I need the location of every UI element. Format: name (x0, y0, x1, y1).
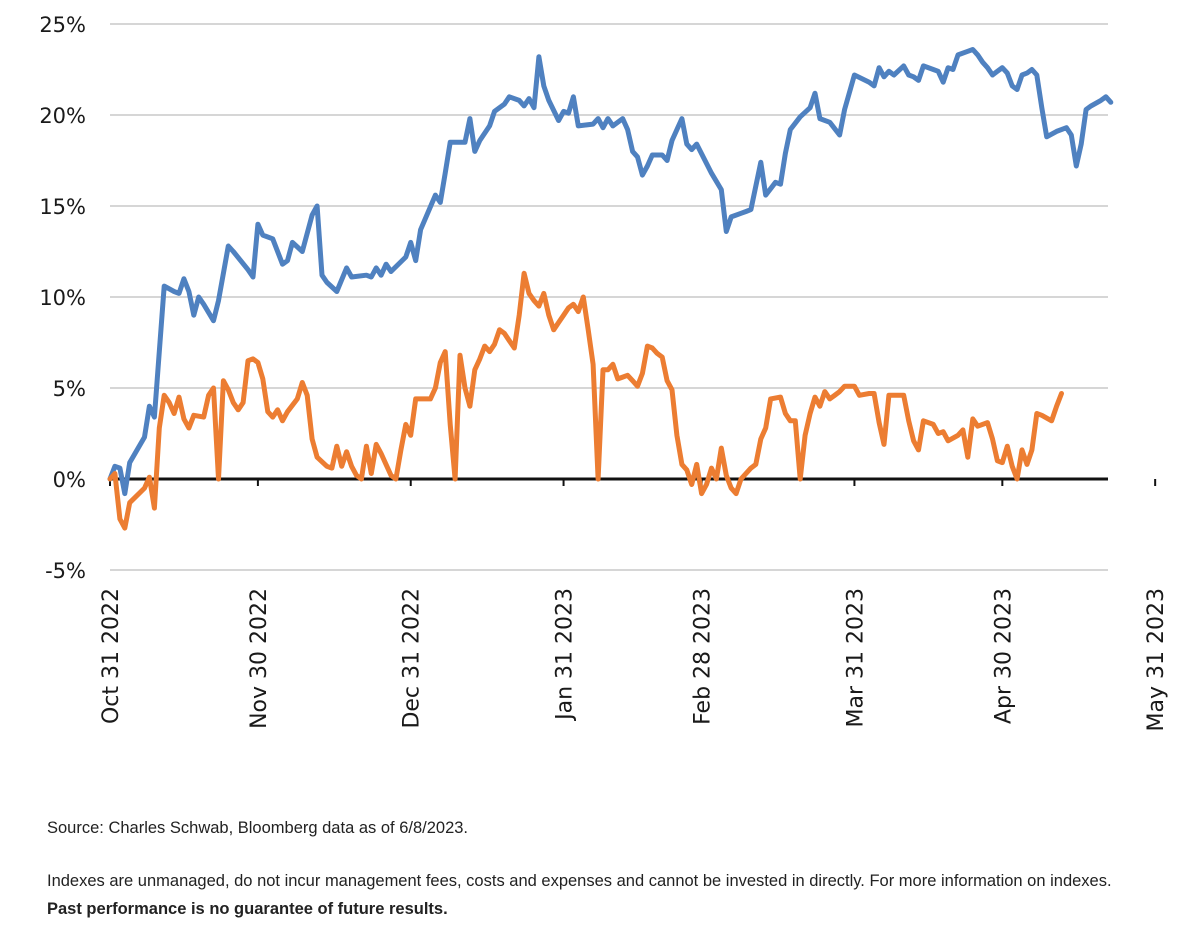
disclaimer-bold-text: Past performance is no guarantee of futu… (47, 900, 448, 918)
x-tick-label: Mar 31 2023 (843, 588, 868, 727)
y-tick-label: 10% (39, 286, 86, 310)
y-tick-label: 15% (39, 195, 86, 219)
disclaimer-text: Indexes are unmanaged, do not incur mana… (47, 872, 1112, 890)
x-tick-label: Dec 31 2022 (400, 588, 425, 729)
x-tick-label: Apr 30 2023 (991, 588, 1016, 724)
y-tick-label: 20% (39, 104, 86, 128)
x-axis (109, 477, 1157, 486)
y-tick-label: 25% (39, 13, 86, 37)
y-axis-tick-labels: -5% 0% 5% 10% 15% 20% 25% (39, 13, 86, 583)
line-chart: -5% 0% 5% 10% 15% 20% 25% Oct 31 2022 Nov 30 20… (39, 13, 1169, 731)
source-text: Source: Charles Schwab, Bloomberg data a… (47, 819, 468, 837)
x-tick-label: Jan 31 2023 (553, 588, 578, 722)
blue-series-line (107, 47, 1114, 497)
gridlines (110, 23, 1108, 571)
x-axis-tick-labels: Oct 31 2022 Nov 30 2022 Dec 31 2022 Jan 31 … (99, 588, 1169, 731)
source-note: Source: Charles Schwab, Bloomberg data a… (47, 814, 1127, 842)
x-tick-label: Oct 31 2022 (99, 588, 124, 724)
series-lines (107, 47, 1114, 531)
x-tick-label: Feb 28 2023 (691, 588, 716, 725)
y-tick-label: 0% (53, 468, 86, 492)
y-tick-label: -5% (45, 559, 86, 583)
x-tick-label: Nov 30 2022 (247, 588, 272, 729)
orange-series-line (107, 270, 1064, 531)
disclaimer-note: Indexes are unmanaged, do not incur mana… (47, 867, 1127, 923)
y-tick-label: 5% (53, 377, 86, 401)
x-tick-label: May 31 2023 (1144, 588, 1169, 731)
